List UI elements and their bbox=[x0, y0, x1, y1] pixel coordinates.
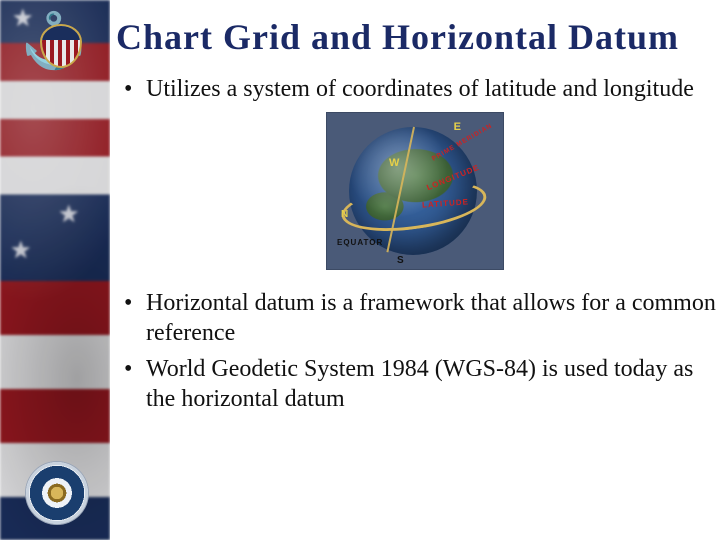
bullet-list-bottom: Horizontal datum is a framework that all… bbox=[110, 288, 720, 414]
shield-icon bbox=[40, 24, 82, 68]
bullet-list-top: Utilizes a system of coordinates of lati… bbox=[110, 74, 720, 104]
flag-star-icon: ★ bbox=[58, 200, 80, 229]
slide-content: Chart Grid and Horizontal Datum Utilizes… bbox=[110, 0, 720, 540]
coast-guard-emblem-icon: ⚓ bbox=[28, 12, 94, 78]
globe-label-w: W bbox=[389, 157, 399, 169]
page-title: Chart Grid and Horizontal Datum bbox=[110, 0, 720, 74]
globe-labels: E W N S LONGITUDE LATITUDE PRIME MERIDIA… bbox=[327, 113, 503, 269]
globe-box: E W N S LONGITUDE LATITUDE PRIME MERIDIA… bbox=[326, 112, 504, 270]
globe-label-prime: PRIME MERIDIAN bbox=[431, 122, 494, 162]
dhs-seal-icon bbox=[26, 462, 88, 524]
globe-label-equator: EQUATOR bbox=[337, 238, 383, 247]
globe-label-latitude: LATITUDE bbox=[422, 197, 469, 209]
globe-label-longitude: LONGITUDE bbox=[425, 163, 480, 192]
flag-star-icon: ★ bbox=[10, 236, 32, 265]
list-item: Horizontal datum is a framework that all… bbox=[118, 288, 720, 348]
globe-label-s: S bbox=[397, 255, 404, 266]
globe-label-n: N bbox=[341, 209, 348, 220]
globe-figure: E W N S LONGITUDE LATITUDE PRIME MERIDIA… bbox=[110, 112, 720, 270]
globe-label-e: E bbox=[454, 121, 461, 133]
list-item: Utilizes a system of coordinates of lati… bbox=[118, 74, 720, 104]
list-item: World Geodetic System 1984 (WGS-84) is u… bbox=[118, 354, 720, 414]
left-flag-banner: ★ ★ ★ bbox=[0, 0, 110, 540]
